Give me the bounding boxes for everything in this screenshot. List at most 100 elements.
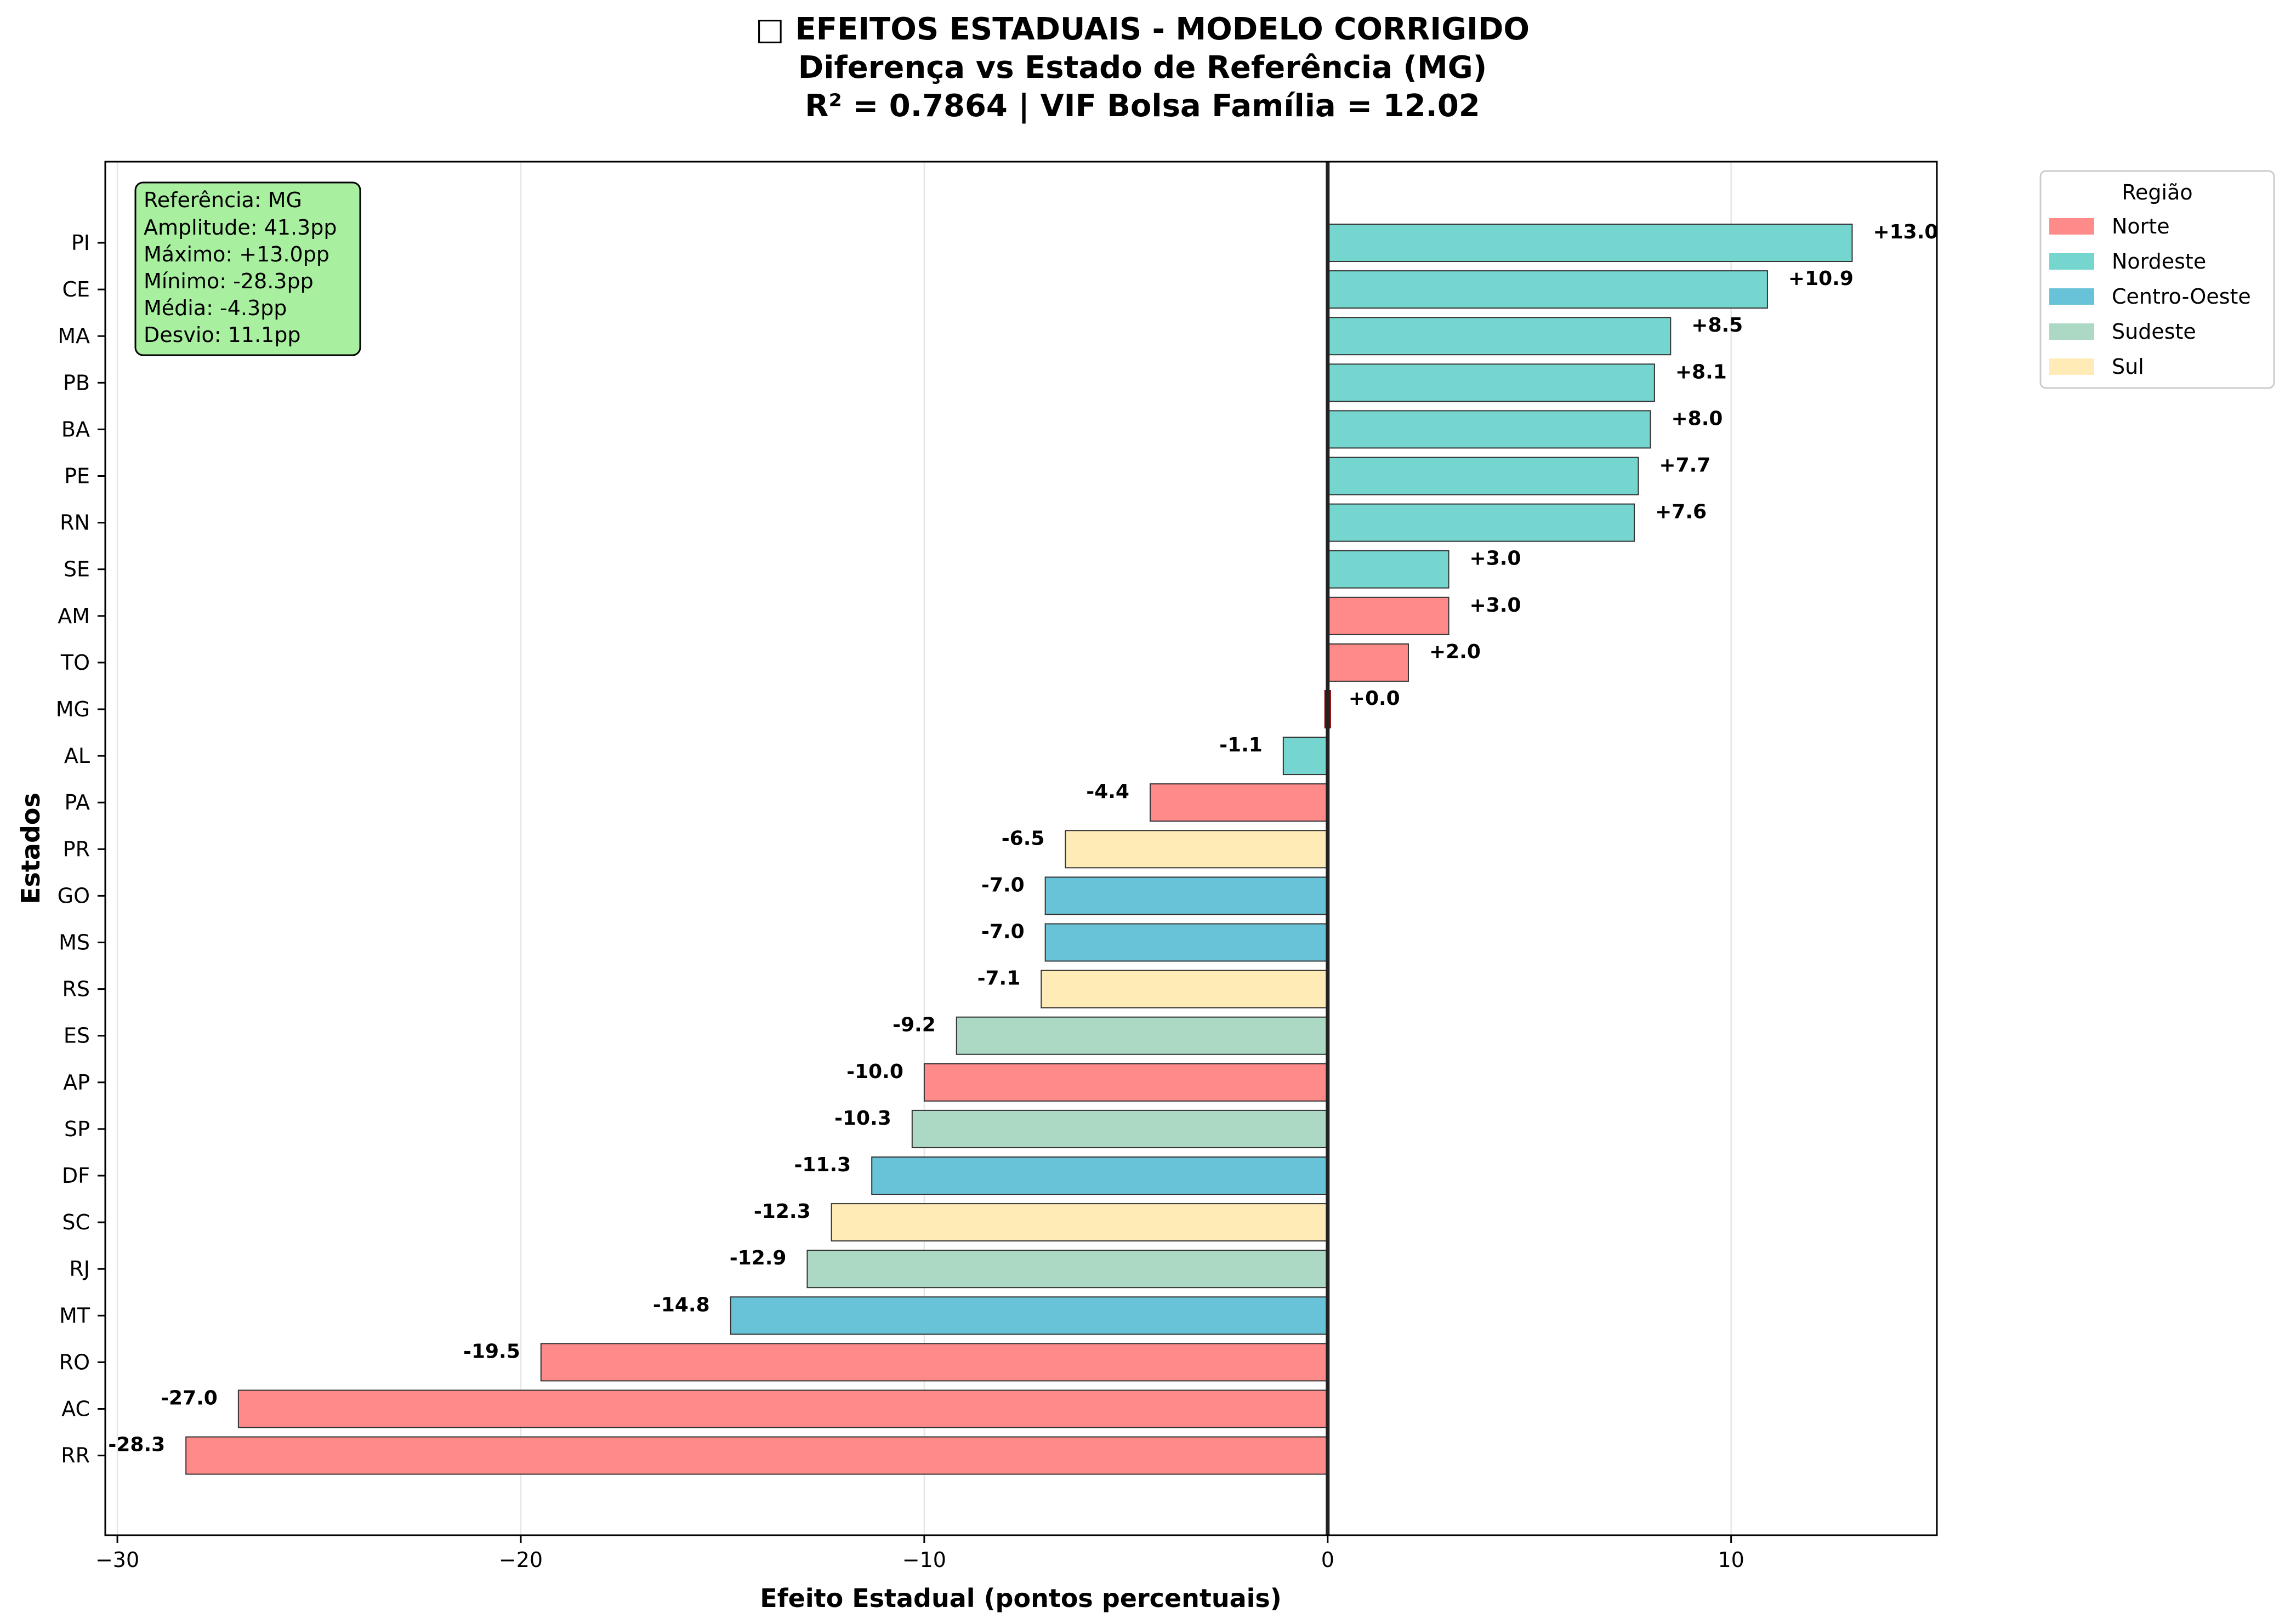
bar-df bbox=[871, 1156, 1328, 1195]
legend-entries: Norte Nordeste Centro-Oeste Sudeste Sul bbox=[2049, 214, 2251, 379]
y-tick-label-rj: RJ bbox=[69, 1257, 90, 1281]
y-tick-label-to: TO bbox=[60, 651, 90, 675]
data-label-go: -7.0 bbox=[981, 874, 1025, 896]
y-tick-label-rn: RN bbox=[60, 511, 90, 535]
bars bbox=[185, 224, 1853, 1475]
data-label-se: +3.0 bbox=[1470, 548, 1521, 570]
data-label-al: -1.1 bbox=[1219, 734, 1263, 756]
y-tick-label-ac: AC bbox=[61, 1397, 90, 1421]
y-tick-label-mt: MT bbox=[59, 1303, 90, 1327]
x-tick-label: 10 bbox=[1718, 1548, 1744, 1572]
y-tick-label-am: AM bbox=[58, 604, 90, 628]
x-tick-label: −30 bbox=[95, 1548, 139, 1572]
y-tick-label-ma: MA bbox=[58, 324, 90, 348]
x-tick-label: 0 bbox=[1321, 1548, 1334, 1572]
bar-pr bbox=[1065, 830, 1328, 869]
x-axis-ticks: −30 −20 −10 0 10 bbox=[95, 1535, 1744, 1572]
legend-swatch-sudeste bbox=[2049, 323, 2094, 340]
data-label-df: -11.3 bbox=[794, 1154, 851, 1176]
data-label-ms: -7.0 bbox=[981, 921, 1025, 943]
data-label-pi: +13.0 bbox=[1873, 221, 1938, 243]
data-label-pe: +7.7 bbox=[1659, 454, 1710, 477]
bar-sc bbox=[831, 1203, 1328, 1242]
data-label-es: -9.2 bbox=[893, 1014, 936, 1036]
y-tick-label-al: AL bbox=[64, 744, 90, 768]
data-label-rs: -7.1 bbox=[977, 967, 1021, 990]
legend-label-norte: Norte bbox=[2112, 214, 2170, 238]
y-tick-label-ap: AP bbox=[63, 1070, 90, 1095]
stats-maximum: Máximo: +13.0pp bbox=[144, 242, 329, 266]
y-tick-label-sc: SC bbox=[62, 1210, 90, 1234]
data-label-to: +2.0 bbox=[1429, 641, 1481, 663]
data-label-ma: +8.5 bbox=[1691, 314, 1743, 337]
bar-am bbox=[1327, 596, 1450, 635]
data-label-sp: -10.3 bbox=[834, 1107, 891, 1130]
bar-pa bbox=[1149, 783, 1328, 822]
legend: Região Norte Nordeste Centro-Oeste Sudeste S… bbox=[2039, 170, 2275, 389]
legend-label-nordeste: Nordeste bbox=[2112, 249, 2206, 273]
data-label-rn: +7.6 bbox=[1655, 501, 1707, 523]
bar-to bbox=[1327, 643, 1409, 682]
bar-pi bbox=[1327, 224, 1853, 262]
data-label-am: +3.0 bbox=[1470, 594, 1521, 617]
legend-swatch-centro-oeste bbox=[2049, 288, 2094, 305]
y-tick-label-mg: MG bbox=[56, 697, 90, 721]
data-label-ap: -10.0 bbox=[846, 1061, 903, 1083]
legend-swatch-norte bbox=[2049, 218, 2094, 235]
bar-es bbox=[956, 1016, 1328, 1055]
data-label-pa: -4.4 bbox=[1086, 780, 1129, 803]
legend-label-sudeste: Sudeste bbox=[2112, 320, 2196, 344]
y-tick-label-sp: SP bbox=[64, 1117, 90, 1141]
bar-ma bbox=[1327, 317, 1672, 356]
bar-rr bbox=[185, 1436, 1328, 1475]
stats-deviation: Desvio: 11.1pp bbox=[144, 323, 300, 347]
title-line-2: Diferença vs Estado de Referência (MG) bbox=[798, 50, 1487, 86]
bar-pe bbox=[1327, 457, 1639, 495]
data-label-ac: -27.0 bbox=[161, 1387, 218, 1410]
data-label-sc: -12.3 bbox=[754, 1200, 811, 1223]
stats-mean: Média: -4.3pp bbox=[144, 296, 287, 320]
legend-frame bbox=[2039, 170, 2275, 389]
y-axis-ticks: PI CE MA PB BA PE RN SE AM TO MG AL PA PR GO MS RS ES AP SP… bbox=[56, 231, 105, 1468]
y-tick-label-se: SE bbox=[64, 557, 90, 582]
x-axis-label: Efeito Estadual (pontos percentuais) bbox=[760, 1583, 1282, 1613]
y-tick-label-ro: RO bbox=[59, 1350, 90, 1374]
stats-reference: Referência: MG bbox=[144, 188, 302, 212]
bar-al bbox=[1282, 737, 1328, 776]
title-line-1: □ EFEITOS ESTADUAIS - MODELO CORRIGIDO bbox=[755, 12, 1530, 47]
stats-amplitude: Amplitude: 41.3pp bbox=[144, 215, 337, 240]
title-line-3: R² = 0.7864 | VIF Bolsa Família = 12.02 bbox=[805, 88, 1480, 124]
y-tick-label-pi: PI bbox=[71, 231, 90, 255]
stats-minimum: Mínimo: -28.3pp bbox=[144, 269, 314, 293]
bar-rj bbox=[806, 1250, 1328, 1289]
data-label-rj: -12.9 bbox=[730, 1247, 787, 1269]
data-label-pb: +8.1 bbox=[1675, 361, 1727, 383]
data-labels: +13.0 +10.9 +8.5 +8.1 +8.0 +7.7 +7.6 +3.0 +3.0 +2… bbox=[108, 221, 1938, 1456]
stats-box-background bbox=[134, 181, 361, 356]
y-tick-label-rs: RS bbox=[62, 977, 90, 1001]
data-label-ba: +8.0 bbox=[1672, 407, 1723, 430]
bar-pb bbox=[1327, 363, 1655, 402]
bar-rn bbox=[1327, 503, 1635, 542]
y-tick-label-pr: PR bbox=[63, 837, 90, 861]
legend-swatch-nordeste bbox=[2049, 253, 2094, 270]
legend-title: Região bbox=[2122, 180, 2192, 204]
bar-ac bbox=[237, 1389, 1328, 1428]
y-tick-label-es: ES bbox=[64, 1024, 90, 1048]
data-label-ce: +10.9 bbox=[1788, 267, 1854, 290]
legend-label-centro-oeste: Centro-Oeste bbox=[2112, 284, 2251, 309]
legend-label-sul: Sul bbox=[2112, 355, 2144, 379]
bar-ap bbox=[923, 1063, 1328, 1102]
x-tick-label: −10 bbox=[902, 1548, 946, 1572]
y-tick-label-pe: PE bbox=[64, 464, 90, 488]
data-label-mt: -14.8 bbox=[653, 1293, 710, 1316]
y-tick-label-ce: CE bbox=[62, 277, 90, 301]
bar-ms bbox=[1044, 923, 1328, 962]
bar-se bbox=[1327, 550, 1450, 589]
bar-go bbox=[1044, 876, 1328, 915]
bar-ba bbox=[1327, 410, 1651, 449]
bar-ce bbox=[1327, 270, 1768, 309]
x-tick-label: −20 bbox=[499, 1548, 543, 1572]
data-label-rr: -28.3 bbox=[108, 1434, 165, 1456]
